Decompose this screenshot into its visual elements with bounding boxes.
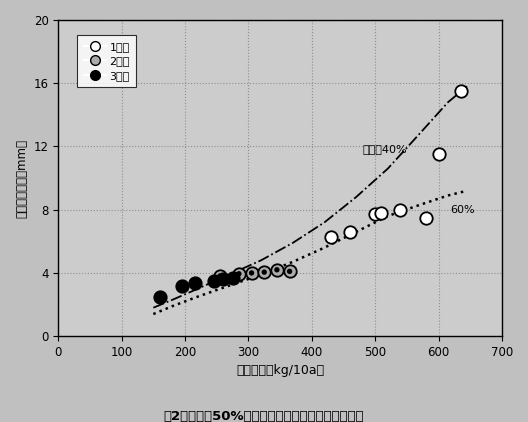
- Point: [215, 273, 224, 279]
- Point: [209, 278, 218, 284]
- Point: [457, 88, 465, 95]
- Point: [371, 211, 379, 218]
- Point: [377, 209, 385, 216]
- Point: [345, 228, 354, 235]
- Point: [260, 269, 268, 276]
- Point: [247, 270, 256, 276]
- Text: 図2．含水率50%まで予乾するのに必要な蒸発散位: 図2．含水率50%まで予乾するのに必要な蒸発散位: [164, 410, 364, 422]
- Point: [190, 280, 199, 287]
- Y-axis label: 積算蒸発散位（mm）: 積算蒸発散位（mm）: [15, 138, 28, 218]
- Point: [215, 273, 224, 279]
- Point: [396, 206, 404, 213]
- Point: [234, 271, 243, 277]
- Point: [219, 276, 227, 283]
- Point: [285, 268, 294, 275]
- Point: [234, 271, 243, 277]
- Point: [260, 269, 268, 276]
- X-axis label: 乾物収量（kg/10a）: 乾物収量（kg/10a）: [236, 365, 324, 377]
- Point: [247, 270, 256, 276]
- Point: [272, 266, 281, 273]
- Point: [421, 214, 430, 221]
- Text: 60%: 60%: [450, 205, 475, 215]
- Point: [434, 151, 442, 158]
- Text: 含水率40%: 含水率40%: [362, 144, 407, 154]
- Point: [285, 268, 294, 275]
- Point: [177, 282, 186, 289]
- Legend: 1番草, 2番草, 3番草: 1番草, 2番草, 3番草: [77, 35, 136, 87]
- Point: [326, 233, 335, 240]
- Point: [155, 293, 164, 300]
- Point: [228, 275, 237, 282]
- Point: [272, 266, 281, 273]
